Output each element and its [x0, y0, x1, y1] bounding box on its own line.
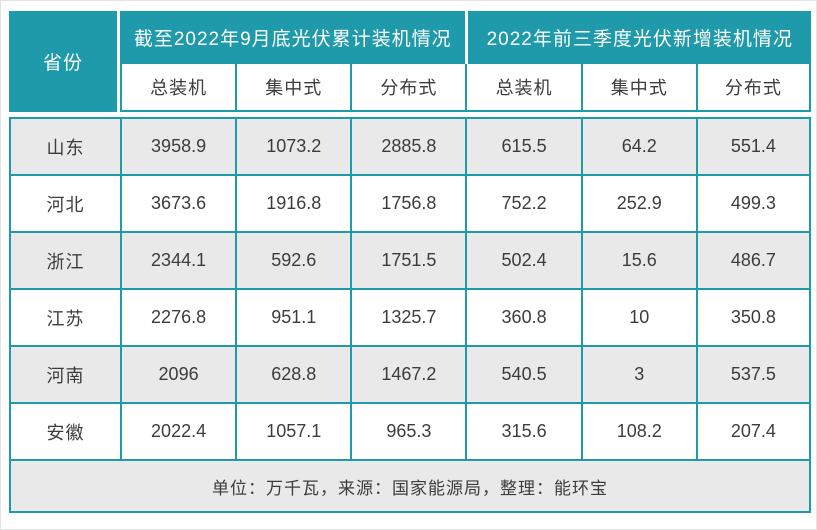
- value-cell: 10: [580, 288, 696, 345]
- table-grid: 省份 截至2022年9月底光伏累计装机情况 2022年前三季度光伏新增装机情况 …: [9, 11, 811, 513]
- province-cell: 河南: [9, 345, 120, 402]
- value-cell: 752.2: [465, 174, 581, 231]
- group-header-new-installed: 2022年前三季度光伏新增装机情况: [468, 11, 811, 64]
- province-cell: 河北: [9, 174, 120, 231]
- value-cell: 207.4: [695, 402, 811, 459]
- value-cell: 64.2: [580, 117, 696, 174]
- value-cell: 537.5: [695, 345, 811, 402]
- subheader-centralized-new: 集中式: [580, 64, 696, 112]
- subheader-distributed-new: 分布式: [695, 64, 811, 112]
- value-cell: 2096: [120, 345, 236, 402]
- value-cell: 1916.8: [235, 174, 351, 231]
- value-cell: 540.5: [465, 345, 581, 402]
- value-cell: 360.8: [465, 288, 581, 345]
- province-cell: 江苏: [9, 288, 120, 345]
- header-body-divider: [9, 112, 811, 117]
- value-cell: 1057.1: [235, 402, 351, 459]
- value-cell: 1467.2: [350, 345, 466, 402]
- subheader-centralized-cumulative: 集中式: [235, 64, 351, 112]
- subheader-total-cumulative: 总装机: [120, 64, 236, 112]
- value-cell: 486.7: [695, 231, 811, 288]
- value-cell: 15.6: [580, 231, 696, 288]
- value-cell: 551.4: [695, 117, 811, 174]
- value-cell: 2885.8: [350, 117, 466, 174]
- value-cell: 965.3: [350, 402, 466, 459]
- value-cell: 315.6: [465, 402, 581, 459]
- province-cell: 安徽: [9, 402, 120, 459]
- value-cell: 592.6: [235, 231, 351, 288]
- value-cell: 1751.5: [350, 231, 466, 288]
- value-cell: 350.8: [695, 288, 811, 345]
- subheader-distributed-cumulative: 分布式: [350, 64, 466, 112]
- value-cell: 2022.4: [120, 402, 236, 459]
- value-cell: 1073.2: [235, 117, 351, 174]
- value-cell: 951.1: [235, 288, 351, 345]
- value-cell: 628.8: [235, 345, 351, 402]
- value-cell: 3673.6: [120, 174, 236, 231]
- value-cell: 2344.1: [120, 231, 236, 288]
- subheader-total-new: 总装机: [465, 64, 581, 112]
- corner-header-province: 省份: [9, 11, 117, 112]
- value-cell: 615.5: [465, 117, 581, 174]
- value-cell: 2276.8: [120, 288, 236, 345]
- value-cell: 3: [580, 345, 696, 402]
- province-cell: 山东: [9, 117, 120, 174]
- value-cell: 1756.8: [350, 174, 466, 231]
- value-cell: 108.2: [580, 402, 696, 459]
- value-cell: 1325.7: [350, 288, 466, 345]
- group-header-cumulative: 截至2022年9月底光伏累计装机情况: [120, 11, 466, 64]
- province-cell: 浙江: [9, 231, 120, 288]
- value-cell: 252.9: [580, 174, 696, 231]
- pv-installation-table: 省份 截至2022年9月底光伏累计装机情况 2022年前三季度光伏新增装机情况 …: [9, 11, 811, 513]
- footer-note: 单位：万千瓦，来源：国家能源局，整理：能环宝: [9, 459, 811, 513]
- value-cell: 3958.9: [120, 117, 236, 174]
- value-cell: 502.4: [465, 231, 581, 288]
- value-cell: 499.3: [695, 174, 811, 231]
